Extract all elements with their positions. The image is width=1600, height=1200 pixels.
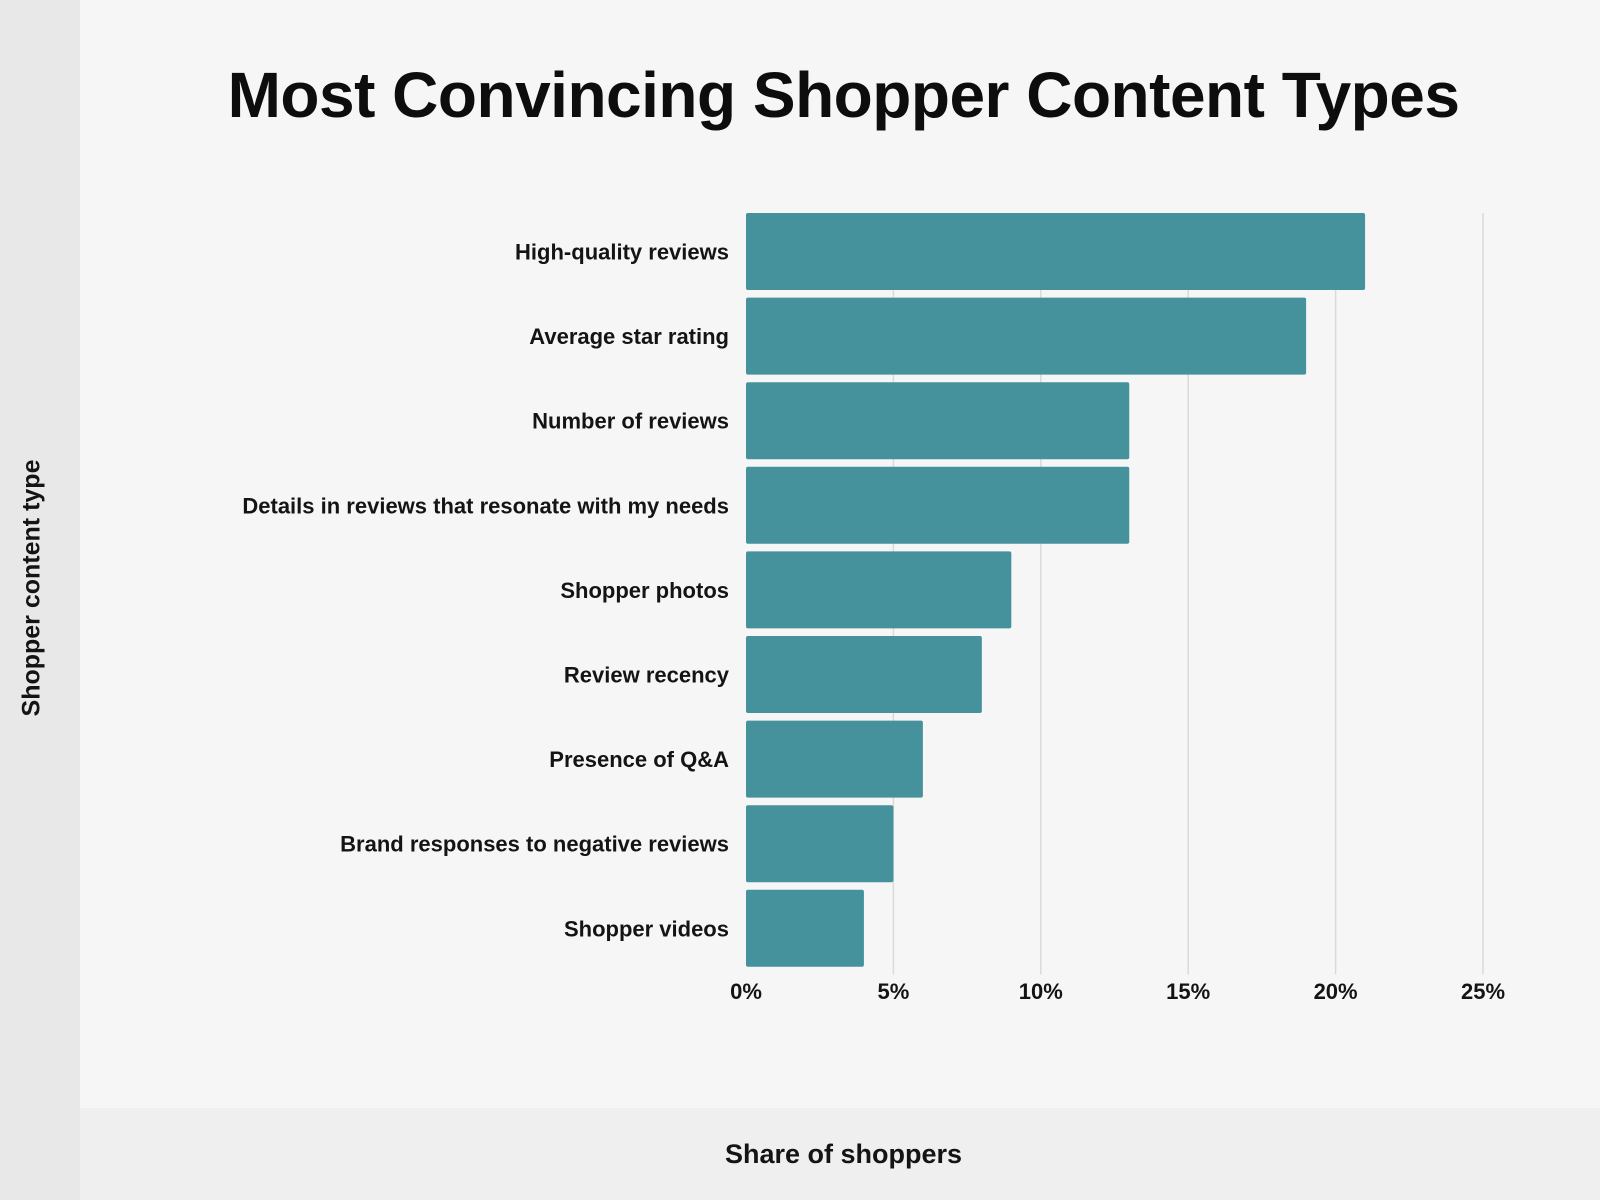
category-label: Presence of Q&A [549, 747, 729, 772]
bar [746, 636, 982, 713]
bar-chart: High-quality reviews Average star rating N… [242, 213, 1505, 1004]
category-label: High-quality reviews [515, 240, 729, 265]
bar [746, 551, 1012, 629]
category-label: Shopper videos [564, 916, 729, 941]
x-tick-label: 20% [1314, 979, 1358, 1004]
chart-title: Most Convincing Shopper Content Types [227, 59, 1460, 131]
bar [746, 805, 894, 883]
x-tick-label: 10% [1019, 979, 1063, 1004]
category-label: Details in reviews that resonate with my… [242, 493, 729, 518]
x-axis-label-band [80, 1108, 1600, 1200]
category-label: Shopper photos [560, 578, 729, 603]
bar [746, 213, 1366, 290]
category-label: Brand responses to negative reviews [340, 832, 729, 857]
category-label: Number of reviews [532, 409, 729, 434]
bar [746, 466, 1130, 544]
category-label: Average star rating [529, 324, 729, 349]
x-tick-label: 25% [1461, 979, 1505, 1004]
bars [746, 213, 1366, 967]
bar [746, 297, 1307, 375]
category-labels: High-quality reviews Average star rating N… [242, 240, 729, 942]
category-label: Review recency [564, 663, 730, 688]
x-tick-label: 15% [1166, 979, 1210, 1004]
bar [746, 382, 1130, 460]
left-band [0, 0, 80, 1200]
x-tick-label: 5% [878, 979, 910, 1004]
bar [746, 720, 923, 798]
x-tick-label: 0% [730, 979, 762, 1004]
x-tick-labels: 0% 5% 10% 15% 20% 25% [730, 979, 1505, 1004]
bar [746, 889, 864, 967]
x-axis-label: Share of shoppers [724, 1139, 963, 1169]
